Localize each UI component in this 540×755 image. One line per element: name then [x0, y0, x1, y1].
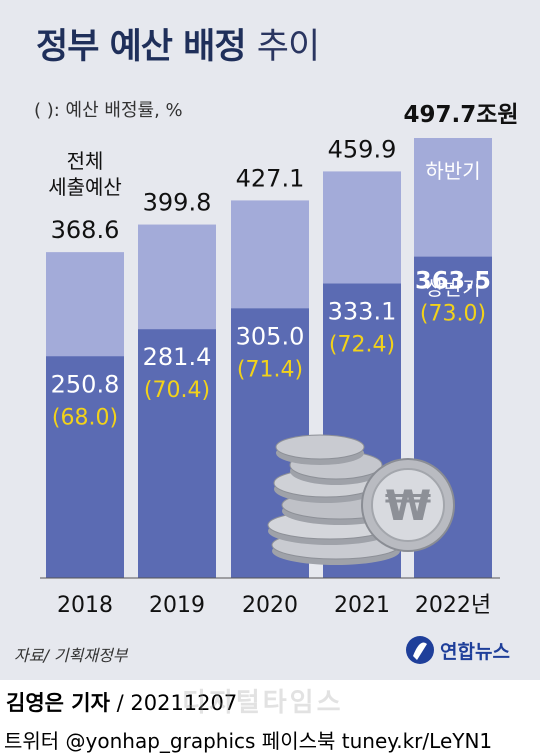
- total-value-label: 459.9: [328, 135, 397, 163]
- rate-label: (73.0): [420, 302, 486, 327]
- bar-lower-2019: [138, 329, 216, 578]
- x-tick-label: 2020: [242, 593, 298, 618]
- total-caption-line1: 전체: [67, 149, 104, 173]
- chart-title: 정부 예산 배정 추이: [36, 18, 320, 69]
- title-suffix: 추이: [256, 27, 320, 67]
- watermark: 디지털타임스: [182, 688, 344, 718]
- x-tick-label: 2022년: [415, 593, 491, 618]
- source-note: 자료/ 기획재정부: [14, 646, 128, 665]
- total-value-label: 368.6: [51, 216, 120, 244]
- won-icon: ₩: [385, 481, 431, 530]
- bar-lower-2018: [46, 356, 124, 578]
- title-main: 정부 예산 배정: [36, 27, 247, 67]
- coin: [275, 434, 365, 460]
- legend-lower-label: 상반기: [425, 276, 480, 300]
- total-value-label: 399.8: [143, 189, 212, 217]
- social-credit: 트위터 @yonhap_graphics 페이스북 tuney.kr/LeYN1: [4, 729, 493, 753]
- total-caption-line2: 세출예산: [48, 175, 122, 199]
- yonhap-logo-icon: [406, 636, 434, 664]
- stacked-bar-chart: 2018 368.6 250.8 (68.0) 2019 399.8 281.4 (70.4)…: [40, 102, 519, 618]
- rate-label: (70.4): [144, 378, 210, 403]
- lower-value-label: 363.5: [415, 267, 491, 295]
- x-tick-label: 2021: [334, 593, 390, 618]
- rate-label: (72.4): [329, 333, 395, 358]
- x-tick-label: 2018: [57, 593, 113, 618]
- logo-text: 연합뉴스: [440, 640, 510, 663]
- lower-value-label: 305.0: [236, 322, 305, 350]
- total-value-label: 497.7조원: [403, 102, 518, 128]
- author-name: 김영은 기자: [6, 691, 110, 715]
- author-credit: 김영은 기자 / 20211207: [6, 687, 237, 717]
- total-value-label: 427.1: [236, 164, 305, 192]
- yonhap-logo: 연합뉴스: [404, 632, 510, 668]
- credit-area: 김영은 기자 / 20211207 디지털타임스 트위터 @yonhap_gra…: [0, 680, 540, 755]
- lower-value-label: 250.8: [51, 370, 120, 398]
- x-tick-label: 2019: [149, 593, 205, 618]
- rate-label: (71.4): [237, 357, 303, 382]
- won-coin-inner: [371, 468, 445, 542]
- lower-value-label: 333.1: [328, 298, 397, 326]
- lower-value-label: 281.4: [143, 343, 212, 371]
- rate-note: ( ): 예산 배정률, %: [34, 100, 183, 121]
- legend-upper-label: 하반기: [425, 159, 480, 183]
- author-date: / 20211207: [116, 691, 238, 715]
- rate-label: (68.0): [52, 405, 118, 430]
